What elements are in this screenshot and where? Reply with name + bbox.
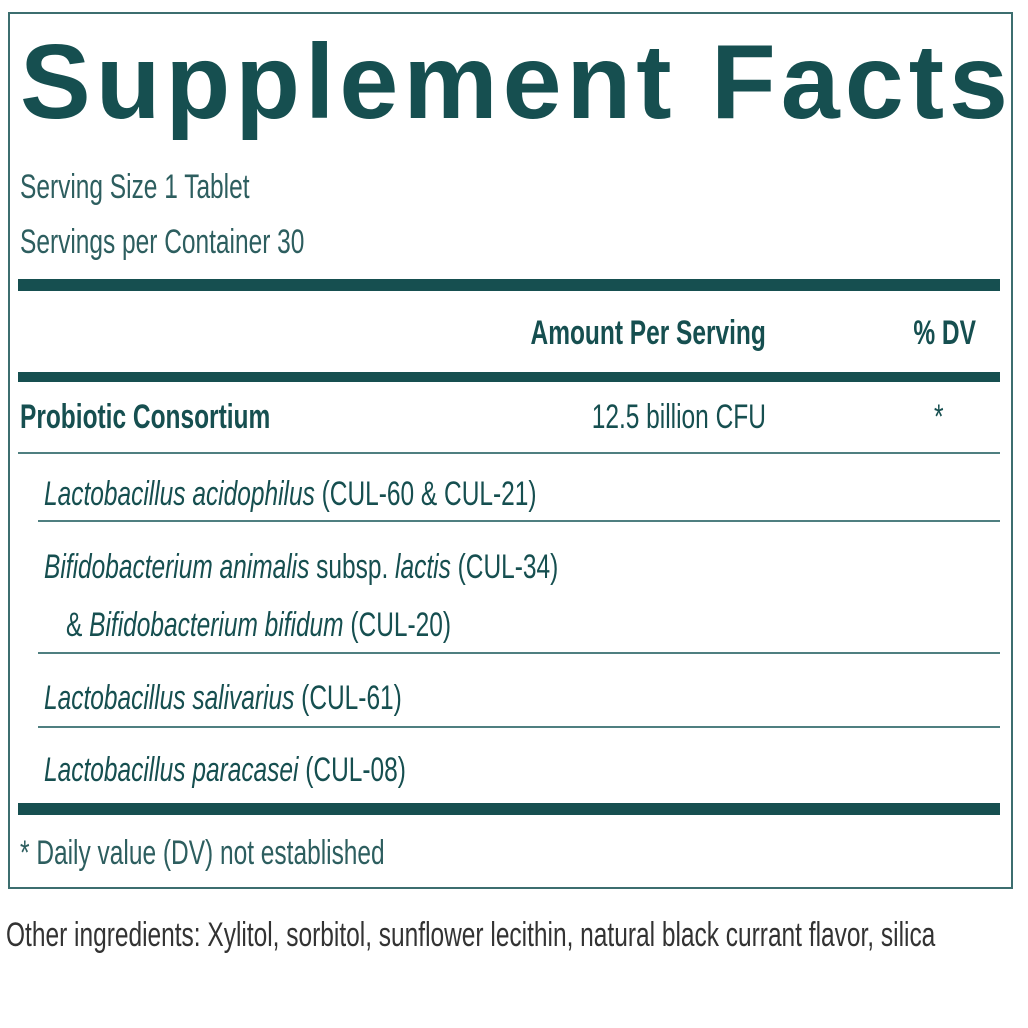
ingredient-text: (CUL-61) [294,679,402,717]
rule [38,726,1000,728]
ingredient-line: Lactobacillus acidophilus (CUL-60 & CUL-… [44,474,537,514]
ingredient-name: Lactobacillus paracasei [44,751,299,789]
ingredient-name: Bifidobacterium bifidum [89,606,344,644]
ingredient-text: & [66,606,90,644]
header-amount: Amount Per Serving [530,314,766,352]
rule [38,652,1000,654]
ingredient-name: Lactobacillus salivarius [44,679,295,717]
ingredient-name: Bifidobacterium animalis [44,548,310,586]
servings-per-container: Servings per Container 30 [20,223,305,261]
ingredient-line: & Bifidobacterium bifidum (CUL-20) [66,605,451,645]
rule [38,520,1000,522]
title: Supplement Facts [20,23,1013,141]
rule [18,452,1000,454]
footnote: * Daily value (DV) not established [20,834,385,872]
header-dv: % DV [913,314,976,352]
thick-rule [18,279,1000,291]
ingredient-text: (CUL-60 & CUL-21) [314,475,537,513]
serving-size: Serving Size 1 Tablet [20,168,250,206]
ingredient-name: Lactobacillus acidophilus [44,475,315,513]
other-ingredients: Other ingredients: Xylitol, sorbitol, su… [6,916,936,954]
ingredient-line: Lactobacillus salivarius (CUL-61) [44,678,402,718]
main-amount: 12.5 billion CFU [591,398,766,436]
label-box [8,12,1013,889]
ingredient-text: (CUL-20) [343,606,452,644]
ingredient-name: lactis [395,548,451,586]
ingredient-line: Bifidobacterium animalis subsp. lactis (… [44,547,558,587]
thick-rule [18,803,1000,815]
main-dv: * [934,398,944,436]
ingredient-text: (CUL-34) [450,548,559,586]
ingredient-line: Lactobacillus paracasei (CUL-08) [44,750,406,790]
ingredient-text: (CUL-08) [298,751,406,789]
thick-rule [18,372,1000,382]
ingredient-text: subsp. [309,548,396,586]
main-name: Probiotic Consortium [20,398,271,436]
